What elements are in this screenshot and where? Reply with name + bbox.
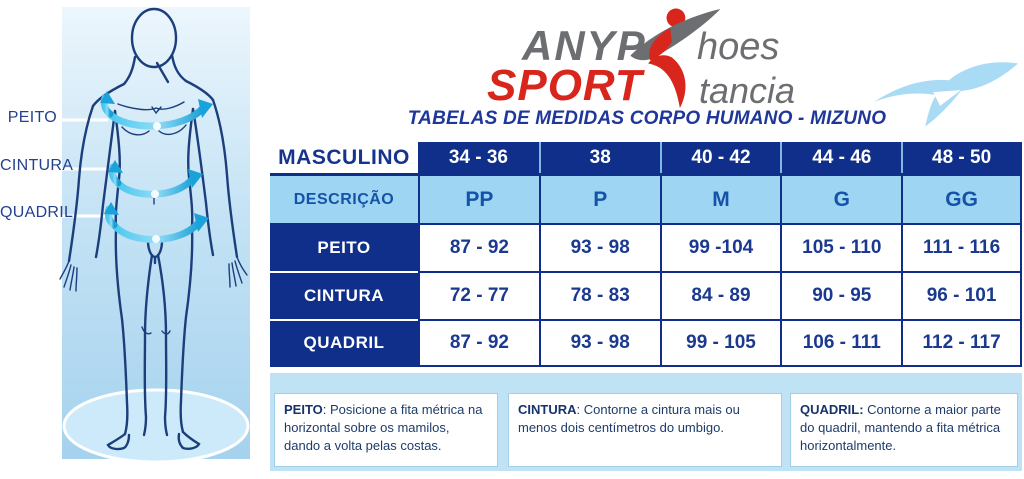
value-cell: 87 - 92 bbox=[418, 319, 539, 367]
size-letter-cell: PP bbox=[418, 173, 539, 223]
logo-word-sport: SPORT bbox=[487, 61, 643, 110]
body-outline bbox=[67, 7, 239, 451]
measuring-tape-arrows bbox=[100, 91, 213, 243]
value-cell: 111 - 116 bbox=[901, 223, 1022, 271]
human-figure-illustration bbox=[58, 7, 250, 464]
value-cell: 90 - 95 bbox=[780, 271, 902, 319]
value-cell: 78 - 83 bbox=[538, 271, 660, 319]
logo-word-hoes: hoes bbox=[697, 26, 780, 68]
value-cell: 105 - 110 bbox=[780, 223, 902, 271]
figure-label-quadril: QUADRIL bbox=[0, 204, 74, 221]
note-peito: PEITO: Posicione a fita métrica na horiz… bbox=[274, 393, 498, 467]
value-cell: 93 - 98 bbox=[538, 223, 660, 271]
figure-label-peito: PEITO bbox=[7, 109, 57, 126]
logo-word-tancia: tancia bbox=[699, 70, 796, 111]
value-cell: 112 - 117 bbox=[901, 319, 1022, 367]
value-cell: 99 -104 bbox=[659, 223, 781, 271]
label-connector-lines bbox=[58, 118, 108, 218]
figure-label-cintura: CINTURA bbox=[0, 157, 74, 174]
value-cell: 93 - 98 bbox=[538, 319, 660, 367]
size-header-cell: 48 - 50 bbox=[901, 142, 1022, 173]
size-letter-cell: P bbox=[538, 173, 660, 223]
row-label-cintura: CINTURA bbox=[270, 271, 418, 319]
value-cell: 84 - 89 bbox=[659, 271, 781, 319]
note-quadril-label: QUADRIL: bbox=[800, 402, 864, 417]
note-peito-text: : Posicione a fita métrica na horizontal… bbox=[284, 402, 483, 453]
size-header-cell: 40 - 42 bbox=[659, 142, 781, 173]
size-header-cell: 44 - 46 bbox=[780, 142, 902, 173]
note-cintura-label: CINTURA bbox=[518, 402, 577, 417]
row-label-quadril: QUADRIL bbox=[270, 319, 418, 367]
value-cell: 106 - 111 bbox=[780, 319, 902, 367]
body-detail-lines bbox=[59, 101, 248, 335]
note-cintura: CINTURA: Contorne a cintura mais ou meno… bbox=[508, 393, 782, 467]
note-cintura-text: : Contorne a cintura mais ou menos dois … bbox=[518, 402, 740, 435]
notes-band: PEITO: Posicione a fita métrica na horiz… bbox=[270, 373, 1022, 471]
size-header-cell: 38 bbox=[538, 142, 660, 173]
size-letter-cell: M bbox=[659, 173, 781, 223]
size-letter-cell: GG bbox=[901, 173, 1022, 223]
measurements-table: MASCULINO 34 - 36 38 40 - 42 44 - 46 48 … bbox=[270, 142, 1022, 367]
value-cell: 87 - 92 bbox=[418, 223, 539, 271]
table-corner-masculino: MASCULINO bbox=[270, 142, 418, 173]
value-cell: 72 - 77 bbox=[418, 271, 539, 319]
note-quadril-text: Contorne a maior parte do quadril, mante… bbox=[800, 402, 1001, 453]
note-quadril: QUADRIL: Contorne a maior parte do quadr… bbox=[790, 393, 1018, 467]
note-peito-label: PEITO bbox=[284, 402, 323, 417]
value-cell: 96 - 101 bbox=[901, 271, 1022, 319]
size-header-cell: 34 - 36 bbox=[418, 142, 539, 173]
descricao-header: DESCRIÇÃO bbox=[270, 173, 418, 223]
value-cell: 99 - 105 bbox=[659, 319, 781, 367]
mizuno-runbird-icon bbox=[873, 62, 1019, 127]
logo-word-anyp: ANYP bbox=[522, 22, 647, 69]
size-letter-cell: G bbox=[780, 173, 902, 223]
runner-icon bbox=[630, 8, 721, 109]
human-figure-panel bbox=[58, 6, 254, 466]
page-title: TABELAS DE MEDIDAS CORPO HUMANO - MIZUNO bbox=[407, 108, 887, 129]
row-label-peito: PEITO bbox=[270, 223, 418, 271]
